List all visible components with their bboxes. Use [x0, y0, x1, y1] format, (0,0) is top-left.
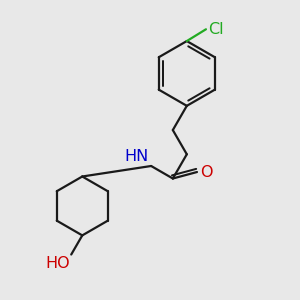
Text: HN: HN [124, 148, 148, 164]
Text: HO: HO [45, 256, 70, 271]
Text: Cl: Cl [208, 22, 223, 37]
Text: O: O [200, 164, 212, 179]
